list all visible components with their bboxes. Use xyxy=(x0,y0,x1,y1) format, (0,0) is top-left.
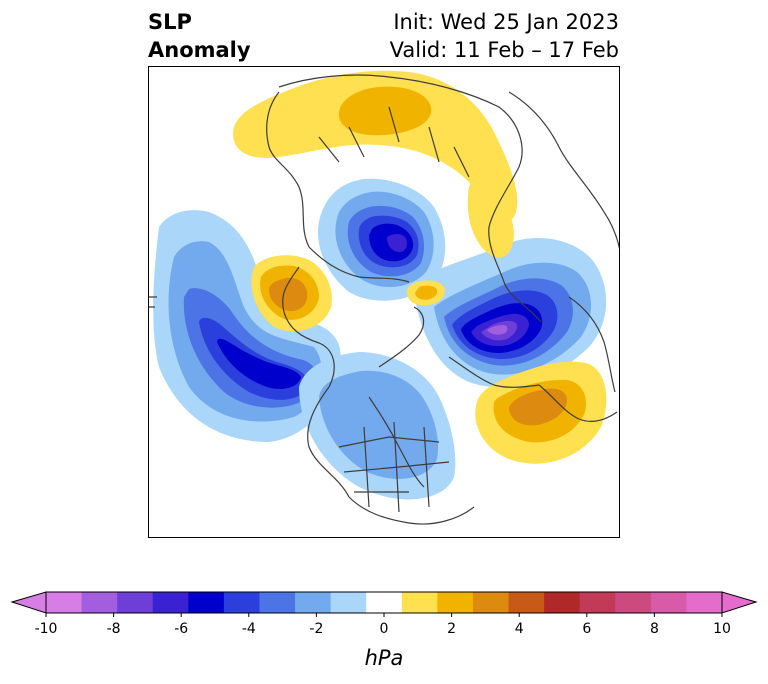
colorbar-over-arrow xyxy=(721,591,758,614)
chart-title-dates: Init: Wed 25 Jan 2023 Valid: 11 Feb – 17… xyxy=(390,8,619,64)
colorbar-segment xyxy=(366,592,403,613)
colorbar-segment xyxy=(544,592,581,613)
contour-pacific-3 xyxy=(269,277,308,312)
colorbar-segment xyxy=(330,592,367,613)
colorbar-segments xyxy=(46,592,723,613)
colorbar-segment xyxy=(117,592,154,613)
colorbar-segment xyxy=(152,592,189,613)
coastlines xyxy=(149,74,619,525)
colorbar-segment xyxy=(81,592,118,613)
colorbar-tick-label: -8 xyxy=(107,621,121,637)
colorbar-segment xyxy=(508,592,545,613)
colorbar-tick-label: 10 xyxy=(713,621,731,637)
colorbar-segment xyxy=(686,592,723,613)
negative-anomaly-contours xyxy=(153,178,607,500)
colorbar-tick-label: 6 xyxy=(582,621,591,637)
colorbar-segment xyxy=(223,592,260,613)
contour-russia-1 xyxy=(233,70,518,222)
colorbar-tick-label: -2 xyxy=(309,621,323,637)
title-line-1: SLP xyxy=(148,10,192,34)
colorbar-under-arrow xyxy=(10,591,47,614)
colorbar: -10 -8 -6 -4 -2 0 2 4 6 8 10 xyxy=(10,591,758,637)
contour-greenland-8 xyxy=(487,325,508,335)
colorbar-tick-label: 8 xyxy=(650,621,659,637)
contour-pole-2 xyxy=(415,285,438,300)
colorbar-segment xyxy=(401,592,438,613)
title-line-2: Anomaly xyxy=(148,38,251,62)
colorbar-segment xyxy=(188,592,225,613)
colorbar-segment xyxy=(472,592,510,613)
init-date-label: Init: Wed 25 Jan 2023 xyxy=(393,10,619,34)
colorbar-segment xyxy=(579,592,616,613)
colorbar-segment xyxy=(650,592,687,613)
colorbar-tick-label: -4 xyxy=(242,621,256,637)
colorbar-unit-label: hPa xyxy=(364,646,404,670)
colorbar-segment xyxy=(259,592,296,613)
colorbar-tick-label: -10 xyxy=(35,621,58,637)
colorbar-segment xyxy=(295,592,332,613)
colorbar-segment xyxy=(437,592,474,613)
chart-title-variable: SLP Anomaly xyxy=(148,8,251,64)
anomaly-map xyxy=(148,66,620,538)
colorbar-segment xyxy=(46,592,83,613)
contour-canada-2 xyxy=(319,370,439,479)
colorbar-tick-label: -6 xyxy=(174,621,188,637)
valid-date-label: Valid: 11 Feb – 17 Feb xyxy=(389,38,619,62)
colorbar-segment xyxy=(615,592,652,613)
colorbar-tick-label: 0 xyxy=(380,621,389,637)
contour-kara-6 xyxy=(387,234,408,253)
colorbar-tick-label: 4 xyxy=(515,621,524,637)
map-canvas xyxy=(149,70,619,525)
contour-russia-2 xyxy=(338,86,432,136)
colorbar-ticks: -10 -8 -6 -4 -2 0 2 4 6 8 10 xyxy=(35,613,731,637)
colorbar-tick-label: 2 xyxy=(447,621,456,637)
contour-aleutian-5 xyxy=(217,338,301,389)
